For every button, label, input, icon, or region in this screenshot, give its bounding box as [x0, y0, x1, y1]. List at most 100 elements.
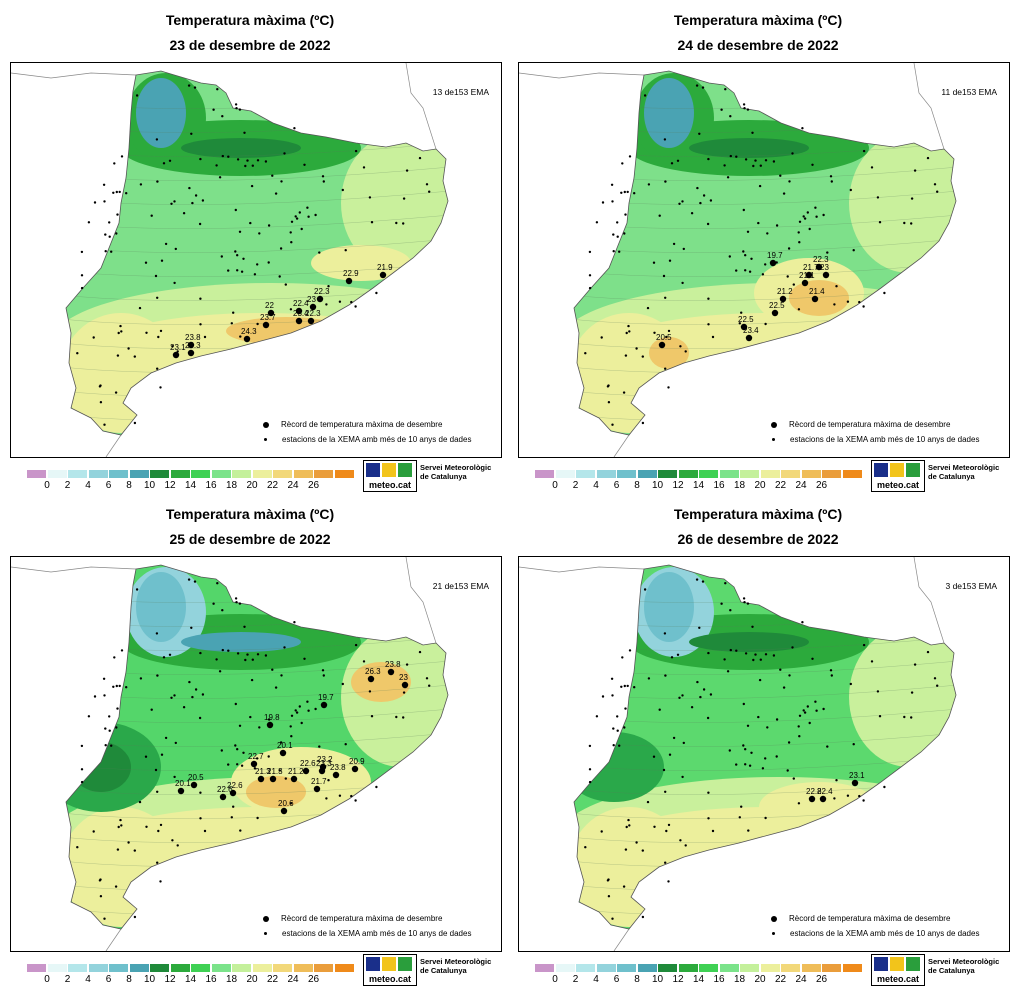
station-dot: [428, 684, 431, 687]
color-tick: 20: [754, 974, 766, 985]
color-tick: 22: [266, 974, 279, 985]
station-dot: [616, 715, 619, 718]
station-dot: [750, 751, 753, 754]
record-marker: [801, 279, 809, 287]
station-dot: [279, 247, 283, 250]
station-dot: [164, 242, 168, 246]
station-dot: [76, 352, 79, 355]
station-dot: [425, 677, 429, 680]
station-dot: [600, 830, 603, 833]
station-dot: [728, 255, 731, 258]
color-swatch: [617, 470, 636, 478]
station-dot: [643, 94, 647, 97]
record-label: 19.7: [767, 251, 783, 260]
station-dot: [588, 286, 592, 290]
station-dot: [159, 329, 163, 333]
station-dot: [239, 335, 242, 338]
map-frame: 26.3 23.8 23 19.7 19.8 20.1 22.7 23.2 20.9 22.6 23…: [10, 556, 502, 952]
station-dot: [418, 650, 422, 654]
station-dot: [628, 649, 632, 652]
station-dot: [395, 715, 398, 719]
station-dot: [218, 670, 222, 673]
station-dot: [145, 331, 148, 334]
record-label: 23: [307, 295, 316, 304]
record-marker: [187, 349, 195, 357]
station-dot: [190, 132, 193, 135]
color-tick: 26: [815, 974, 828, 985]
station-dot: [76, 846, 79, 849]
station-dot: [199, 651, 202, 655]
station-dot: [238, 230, 242, 233]
station-dot: [212, 108, 215, 111]
record-marker: [387, 668, 395, 676]
station-dot: [327, 779, 330, 782]
station-dot: [588, 744, 592, 748]
station-dot: [742, 103, 746, 106]
color-swatch: [842, 964, 862, 972]
station-dot: [746, 108, 750, 111]
station-dot: [611, 917, 614, 920]
record-marker: [316, 295, 324, 303]
station-dot: [133, 421, 137, 425]
record-marker: [808, 795, 816, 803]
color-tick: 18: [225, 974, 238, 985]
station-dot: [402, 197, 406, 200]
color-tick: 22: [774, 480, 787, 491]
color-swatch: [211, 964, 231, 972]
station-dot: [235, 601, 238, 604]
station-dot: [264, 160, 268, 163]
station-dot: [156, 180, 159, 183]
station-dot: [643, 588, 647, 591]
station-dot: [672, 736, 676, 740]
station-dot: [249, 221, 252, 225]
color-swatch: [211, 470, 231, 478]
station-dot: [221, 154, 224, 158]
station-dot: [116, 213, 119, 216]
color-tick: 2: [64, 974, 71, 985]
station-dot: [306, 700, 309, 703]
record-label: 21.1: [799, 271, 815, 280]
color-swatch: [232, 964, 251, 972]
station-dot: [806, 705, 809, 708]
station-dot: [678, 696, 681, 699]
station-dot: [173, 200, 176, 203]
station-dot: [621, 656, 624, 659]
station-dot: [641, 355, 644, 358]
station-dot: [80, 780, 84, 784]
record-label: 23.7: [260, 313, 276, 322]
station-dot: [108, 221, 111, 224]
record-marker: [345, 277, 353, 285]
station-dot: [764, 263, 767, 266]
meteocat-logo: meteo.cat: [871, 954, 925, 986]
station-dot: [627, 324, 630, 328]
record-label: 20.5: [188, 773, 204, 782]
station-dot: [738, 816, 741, 819]
station-dot: [98, 879, 102, 882]
station-marker-icon: [264, 932, 267, 935]
record-label: 23.8: [385, 660, 401, 669]
record-label: 22.4: [817, 787, 833, 796]
station-dot: [668, 259, 672, 262]
station-dot: [926, 156, 930, 160]
station-dot: [627, 818, 630, 822]
station-dot: [664, 790, 667, 793]
station-dot: [418, 156, 422, 160]
record-marker: [172, 351, 180, 359]
station-dot: [173, 694, 176, 697]
station-dot: [862, 305, 865, 308]
station-dot: [104, 744, 107, 747]
station-dot: [234, 702, 237, 706]
station-dot: [327, 285, 330, 288]
record-label: 22: [265, 301, 274, 310]
record-label: 22.4: [293, 299, 309, 308]
station-dot: [726, 176, 730, 179]
color-swatch: [293, 964, 313, 972]
station-dot: [215, 658, 218, 661]
catalonia-map: 21.922.922.32322.42223.422.323.724.323.8…: [11, 63, 449, 457]
station-dot: [707, 157, 710, 161]
map-panel-3: Temperatura màxima (ºC) 25 de desembre d…: [0, 494, 502, 986]
station-dot: [786, 275, 789, 278]
station-dot: [139, 183, 143, 186]
station-dot: [290, 220, 294, 223]
station-dot: [701, 86, 705, 89]
